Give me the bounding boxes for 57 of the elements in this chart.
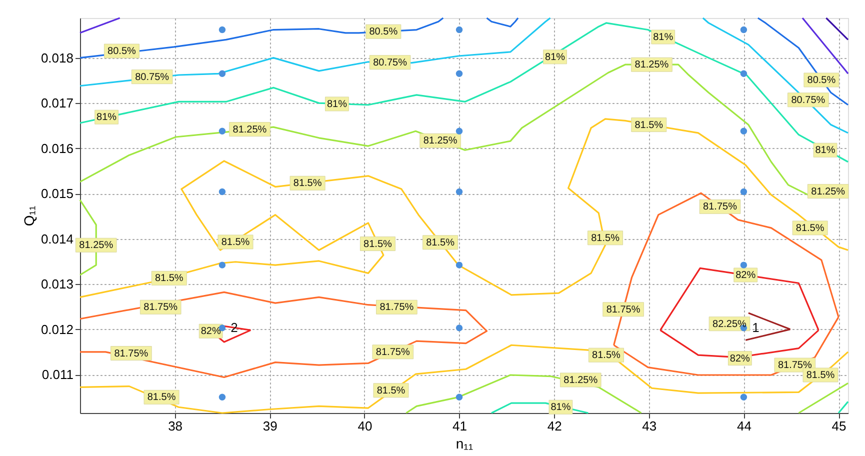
y-tick-label: 0.016: [40, 140, 74, 156]
y-tick-label: 0.014: [40, 231, 74, 246]
annotation: 81%: [545, 52, 566, 63]
y-tick-label: 0.012: [40, 322, 74, 337]
annotation: 1: [752, 320, 760, 335]
x-tick-label: 38: [168, 418, 183, 434]
annotation: 81.5%: [154, 273, 184, 284]
annotation: 81.75%: [606, 304, 640, 316]
annotation: 81.25%: [634, 60, 669, 71]
annotation: 81.5%: [796, 222, 824, 234]
annotation: 81.5%: [634, 120, 664, 131]
annotation: 81%: [326, 98, 348, 110]
annotation: 80.75%: [135, 72, 170, 83]
annotation: 80.75%: [373, 57, 408, 68]
annotation: 81.75%: [380, 302, 414, 314]
y-tick-label: 0.011: [42, 367, 74, 382]
y-axis-title: Q₁₁: [20, 206, 37, 226]
annotation: 82%: [736, 270, 756, 281]
annotation: 81.25%: [423, 136, 458, 147]
x-tick-label: 39: [262, 418, 278, 434]
annotation: 81.25%: [564, 374, 598, 386]
x-tick-label: 45: [832, 418, 846, 434]
annotation: 81.75%: [376, 346, 410, 358]
annotation: 82.25%: [712, 318, 747, 330]
annotation: 81.75%: [114, 348, 148, 360]
x-tick-label: 43: [642, 418, 657, 434]
annotation: 81.5%: [221, 236, 250, 248]
annotation: 80.5%: [369, 26, 398, 38]
annotation: 81.5%: [591, 232, 620, 244]
annotation: 81%: [550, 402, 571, 414]
annotation: 81.5%: [426, 237, 455, 248]
annotation: 80.5%: [108, 46, 136, 58]
annotation: 81.75%: [778, 360, 812, 372]
annotation: 81.5%: [364, 238, 392, 250]
x-tick-label: 40: [358, 418, 372, 434]
annotation: 81.75%: [703, 202, 738, 213]
annotation: 81%: [815, 145, 836, 156]
x-tick-label: 42: [547, 418, 562, 434]
y-tick-label: 0.018: [40, 50, 74, 66]
annotation: 81.5%: [147, 392, 176, 404]
annotation: 81.25%: [79, 240, 114, 252]
annotation: 80.5%: [807, 74, 836, 86]
y-tick-label: 0.017: [40, 96, 74, 111]
annotation: 81.25%: [811, 186, 846, 198]
annotation: 81.75%: [144, 302, 178, 314]
annotation: 81.5%: [293, 178, 322, 190]
annotation: 81.5%: [806, 370, 835, 381]
y-tick-label: 0.015: [40, 186, 74, 202]
annotation: 81.25%: [232, 124, 267, 136]
annotation: 81.5%: [376, 385, 406, 396]
x-tick-label: 44: [736, 418, 752, 434]
annotation: 81%: [653, 32, 674, 44]
x-tick-label: 41: [452, 418, 467, 434]
y-tick-label: 0.013: [40, 276, 74, 292]
annotation: 81%: [96, 112, 117, 124]
annotation: 80.75%: [791, 94, 826, 106]
x-axis-title: n₁₁: [456, 436, 474, 452]
